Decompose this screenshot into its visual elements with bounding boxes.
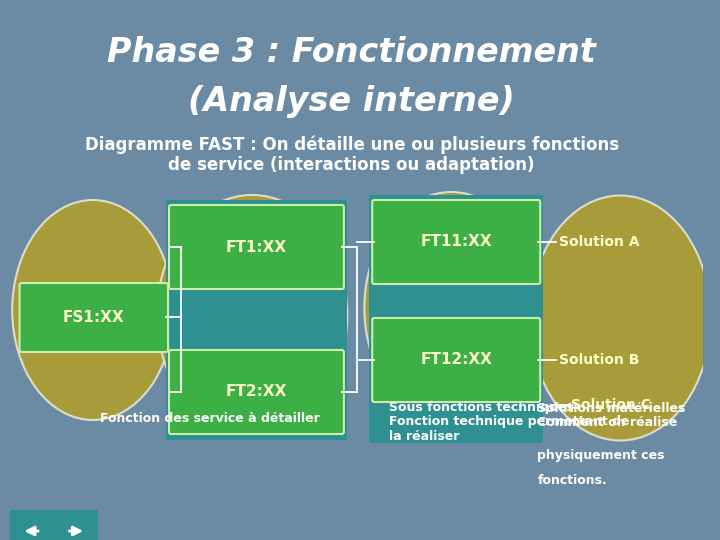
Bar (10, 510, 98, 540)
Text: FT12:XX: FT12:XX (420, 353, 492, 368)
Text: la réaliser: la réaliser (389, 429, 459, 442)
FancyBboxPatch shape (372, 200, 540, 284)
Text: Comment on réalise: Comment on réalise (537, 415, 678, 429)
Text: (Analyse interne): (Analyse interne) (189, 85, 515, 118)
Bar (369, 195, 543, 443)
FancyBboxPatch shape (169, 350, 344, 434)
Text: FS1:XX: FS1:XX (63, 310, 125, 325)
Text: physiquement ces: physiquement ces (537, 449, 665, 462)
Text: Solutions matérielles: Solutions matérielles (537, 402, 685, 415)
Text: Solution C: Solution C (572, 398, 652, 412)
Text: Phase 3 : Fonctionnement: Phase 3 : Fonctionnement (107, 36, 596, 69)
Text: Diagramme FAST : On détaille une ou plusieurs fonctions: Diagramme FAST : On détaille une ou plus… (85, 136, 618, 154)
Text: FT1:XX: FT1:XX (226, 240, 287, 254)
FancyBboxPatch shape (169, 205, 344, 289)
Text: de service (interactions ou adaptation): de service (interactions ou adaptation) (168, 156, 535, 174)
FancyBboxPatch shape (19, 283, 168, 352)
Bar (166, 200, 347, 440)
Text: FT2:XX: FT2:XX (226, 384, 287, 400)
Ellipse shape (12, 200, 174, 420)
Text: fonctions.: fonctions. (537, 474, 607, 487)
Ellipse shape (530, 195, 711, 441)
Ellipse shape (364, 192, 539, 424)
Text: Solution A: Solution A (559, 235, 639, 249)
FancyBboxPatch shape (372, 318, 540, 402)
Text: FT11:XX: FT11:XX (420, 234, 492, 249)
Text: Fonction des service à détailler: Fonction des service à détailler (100, 411, 320, 424)
Text: Fonction technique permettant de: Fonction technique permettant de (389, 415, 629, 429)
Text: Sous fonctions techniques: Sous fonctions techniques (389, 402, 574, 415)
Text: Solution B: Solution B (559, 353, 639, 367)
Ellipse shape (157, 195, 347, 435)
